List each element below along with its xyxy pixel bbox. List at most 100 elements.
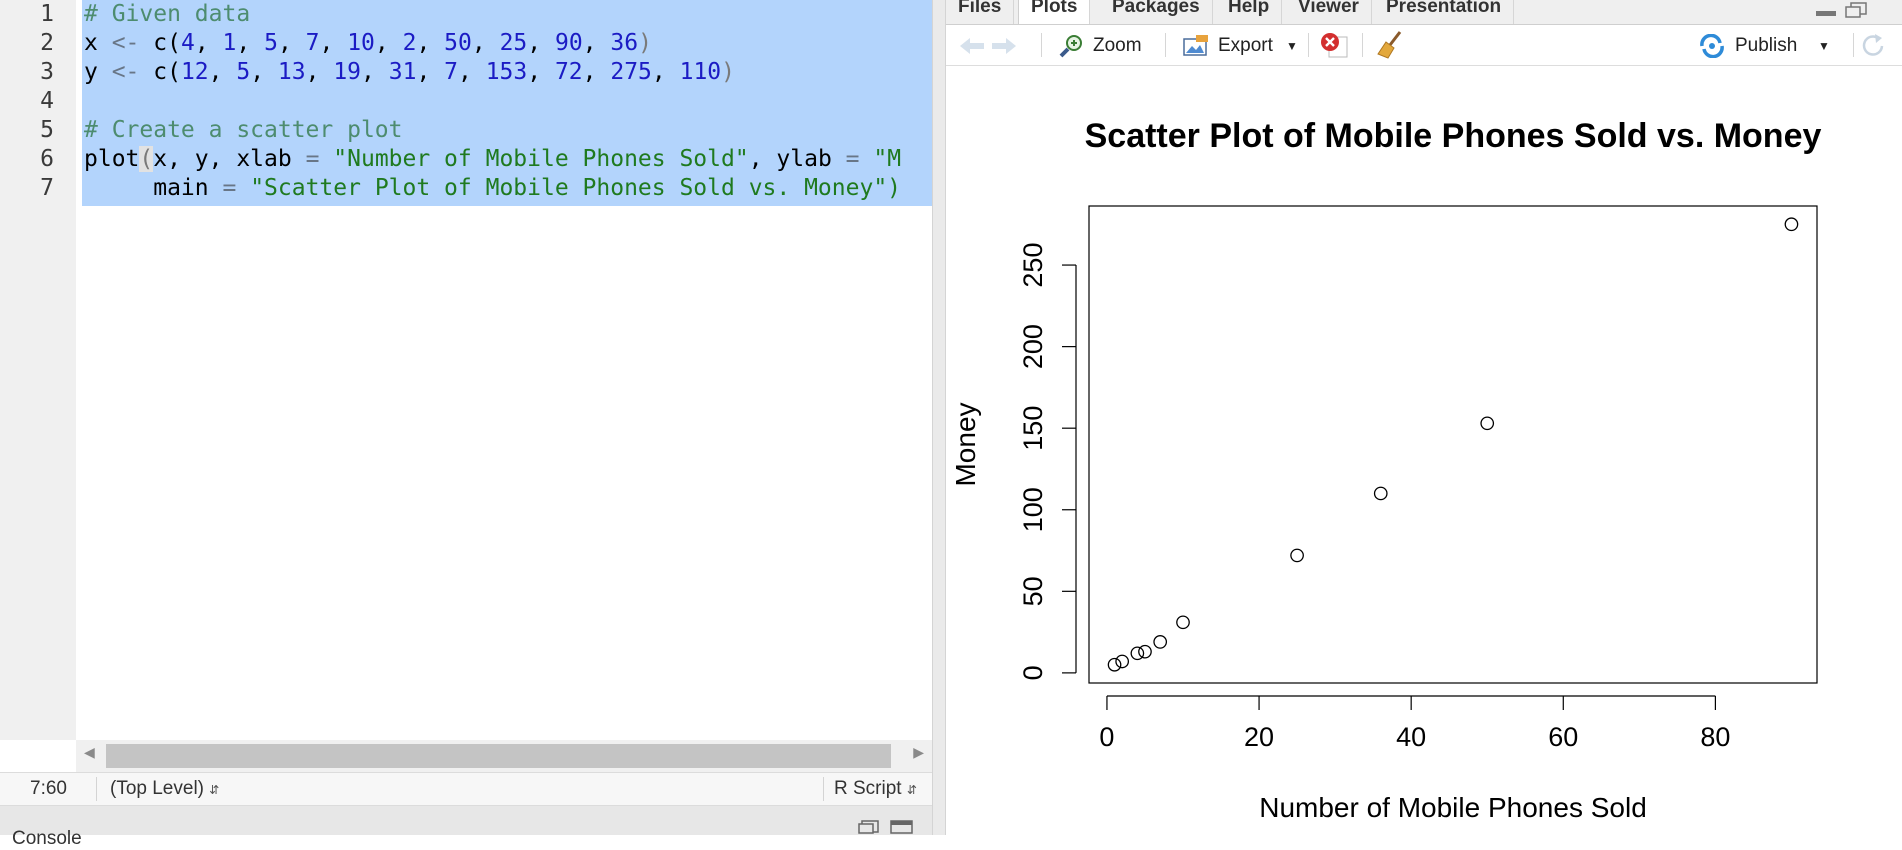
horizontal-scrollbar[interactable]: ◀ ▶ [76,740,932,772]
scroll-right-icon[interactable]: ▶ [913,745,924,761]
code-token: y [84,59,112,85]
viewer-pane: Files Plots Packages Help Viewer Present… [946,0,1902,835]
export-label: Export [1218,35,1273,56]
code-token: c( [139,59,181,85]
code-token: x [84,30,112,56]
text-selection-highlight [82,0,932,206]
line-number: 6 [40,146,54,172]
x-tick-label: 40 [1396,722,1426,752]
code-line-2[interactable]: x <- c(4, 1, 5, 7, 10, 2, 50, 25, 90, 36… [84,29,652,58]
pane-splitter[interactable] [932,0,946,835]
y-axis-label: Money [950,402,981,486]
line-number: 4 [40,88,54,114]
code-token: , [471,30,500,56]
code-number: 31 [388,59,417,85]
scrollbar-thumb[interactable] [106,744,891,768]
y-tick-label: 0 [1018,665,1048,680]
code-string: "M [859,146,902,172]
code-number: 275 [610,59,652,85]
code-number: 13 [277,59,306,85]
code-operator: = [222,175,237,201]
line-number: 2 [40,30,54,56]
maximize-icon[interactable] [1844,2,1868,18]
tab-files[interactable]: Files [946,0,1015,24]
tab-packages[interactable]: Packages [1100,0,1213,24]
code-number: 7 [305,30,320,56]
code-line-1[interactable]: # Given data [84,0,250,29]
code-token: , [194,30,223,56]
code-operator: = [305,146,320,172]
data-point [1107,657,1122,672]
code-line-3[interactable]: y <- c(12, 5, 13, 19, 31, 7, 153, 72, 27… [84,58,735,87]
publish-label: Publish [1735,35,1798,56]
back-arrow-icon[interactable] [958,35,986,57]
data-point [1480,416,1495,431]
export-icon [1183,35,1208,56]
x-tick-label: 60 [1548,722,1578,752]
code-line-7[interactable]: main = "Scatter Plot of Mobile Phones So… [84,174,901,203]
plot-box [1088,205,1818,684]
data-point [1373,486,1388,501]
code-line-5[interactable]: # Create a scatter plot [84,116,403,145]
code-number: 72 [554,59,583,85]
scope-selector[interactable]: (Top Level) ⇵ [110,773,219,805]
data-point [1153,635,1168,649]
data-point [1176,615,1190,630]
minimize-icon[interactable] [1814,2,1838,18]
code-paren: ) [721,59,736,85]
console-header[interactable]: Console [0,806,932,849]
code-token: , [319,30,348,56]
code-token: , [236,30,265,56]
code-function: plot [84,146,140,172]
code-number: 153 [485,59,528,85]
code-token: , [277,30,306,56]
line-number: 7 [40,175,54,201]
maximize-pane-icon[interactable] [890,820,914,834]
plot-display-area: Scatter Plot of Mobile Phones Sold vs. M… [946,66,1902,835]
code-operator: <- [111,30,140,56]
source-editor-pane: 1 2 3 4 5 6 7 # Given data x <- c(4, 1, … [0,0,932,849]
code-token: , [582,59,611,85]
code-token: , [651,59,680,85]
dropdown-caret-icon: ▼ [1286,39,1298,53]
console-label[interactable]: Console [12,828,82,849]
code-token: c( [139,30,181,56]
x-tick-label: 20 [1244,722,1274,752]
x-tick-label: 0 [1099,722,1114,752]
code-string: "Scatter Plot of Mobile Phones Sold vs. … [236,175,902,201]
data-point [1784,217,1799,232]
refresh-icon[interactable] [1860,33,1888,59]
code-token: , [305,59,334,85]
file-type-selector[interactable]: R Script ⇵ [834,773,917,805]
code-number: 50 [444,30,472,56]
zoom-icon [1059,35,1082,58]
scroll-left-icon[interactable]: ◀ [84,745,95,761]
code-token: , [416,59,445,85]
plots-toolbar: Zoom Export ▼ Publish ▼ [946,25,1902,66]
x-axis-label: Number of Mobile Phones Sold [1259,792,1647,823]
line-number: 1 [40,1,54,27]
code-token: , ylab [748,146,846,172]
broom-icon[interactable] [1376,30,1404,60]
code-token: , [208,59,237,85]
publish-icon [1700,34,1724,58]
tab-viewer[interactable]: Viewer [1286,0,1372,24]
tab-help[interactable]: Help [1216,0,1283,24]
x-tick-label: 80 [1700,722,1730,752]
code-token: , [582,30,611,56]
code-token: , [374,30,403,56]
code-token: , [527,30,555,56]
tab-presentation[interactable]: Presentation [1374,0,1515,24]
dropdown-caret-icon: ▼ [1818,39,1830,53]
forward-arrow-icon[interactable] [990,35,1018,57]
zoom-label: Zoom [1093,35,1142,56]
code-token: , [527,59,555,85]
code-operator: <- [111,59,140,85]
code-line-6[interactable]: plot(x, y, xlab = "Number of Mobile Phon… [84,145,901,174]
restore-pane-icon[interactable] [858,820,880,834]
code-number: 36 [610,30,639,56]
code-number: 110 [679,59,722,85]
remove-plot-icon[interactable] [1319,31,1349,61]
tab-plots[interactable]: Plots [1018,0,1091,24]
code-token: , [250,59,278,85]
